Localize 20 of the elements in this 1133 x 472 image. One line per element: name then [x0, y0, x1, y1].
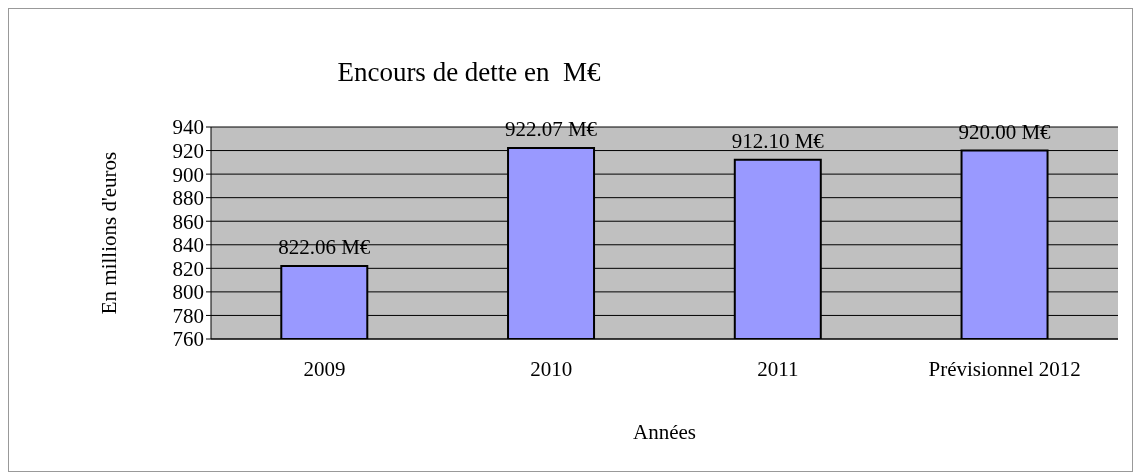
y-tick-label: 800: [172, 280, 204, 305]
y-tick-label: 880: [172, 186, 204, 211]
y-tick-label: 840: [172, 233, 204, 258]
x-tick-label: Prévisionnel 2012: [928, 356, 1081, 381]
y-axis-title: En millions d'euros: [97, 151, 122, 315]
y-tick-label: 920: [172, 139, 204, 164]
y-tick-label: 900: [172, 162, 204, 187]
x-tick-label: 2010: [530, 356, 573, 381]
x-tick-label: 2011: [757, 356, 799, 381]
y-tick-label: 940: [172, 115, 204, 140]
data-label: 912.10 M€: [731, 128, 825, 153]
data-label: 920.00 M€: [958, 119, 1052, 144]
x-tick-label: 2009: [303, 356, 346, 381]
y-tick-label: 780: [172, 303, 204, 328]
y-tick-label: 820: [172, 256, 204, 281]
y-tick-label: 860: [172, 209, 204, 234]
y-tick-label: 760: [172, 327, 204, 352]
data-label: 922.07 M€: [504, 117, 598, 142]
x-axis-title: Années: [633, 420, 696, 444]
chart-title: Encours de dette en M€: [336, 57, 602, 88]
